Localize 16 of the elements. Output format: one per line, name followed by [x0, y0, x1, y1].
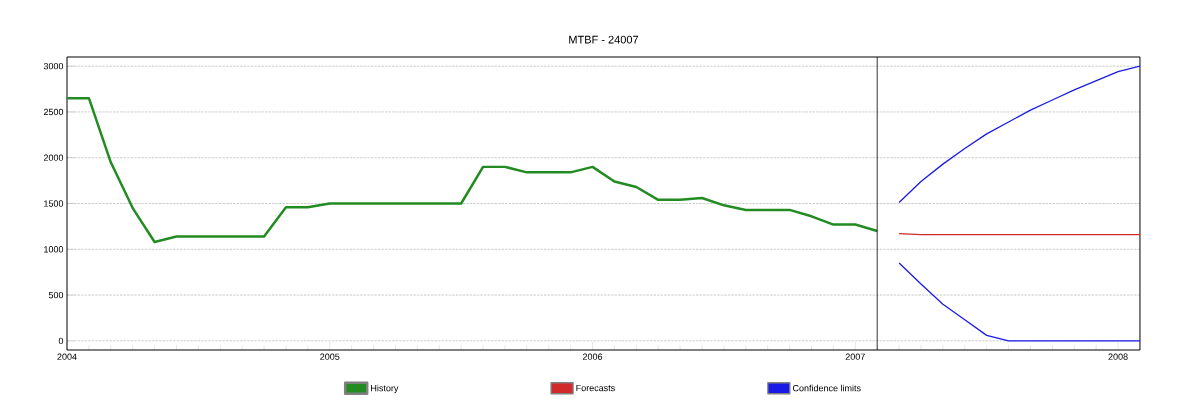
- chart-title: MTBF - 24007: [569, 35, 639, 44]
- x-tick-label: 2004: [57, 353, 77, 360]
- legend-label: Confidence limits: [792, 384, 861, 392]
- y-tick-label: 1500: [44, 200, 64, 207]
- x-tick-label: 2007: [845, 353, 865, 360]
- y-tick-label: 2000: [43, 154, 64, 161]
- x-tick-label: 2005: [320, 353, 340, 360]
- y-tick-label: 0: [58, 337, 64, 345]
- x-tick-label: 2006: [582, 353, 603, 360]
- legend-label: Forecasts: [576, 384, 615, 392]
- y-tick-label: 500: [48, 291, 64, 299]
- legend-label: History: [371, 384, 399, 394]
- y-tick-label: 3000: [43, 62, 64, 70]
- x-tick-label: 2008: [1108, 353, 1128, 360]
- y-tick-label: 2500: [43, 108, 64, 116]
- y-tick-label: 1000: [44, 246, 64, 253]
